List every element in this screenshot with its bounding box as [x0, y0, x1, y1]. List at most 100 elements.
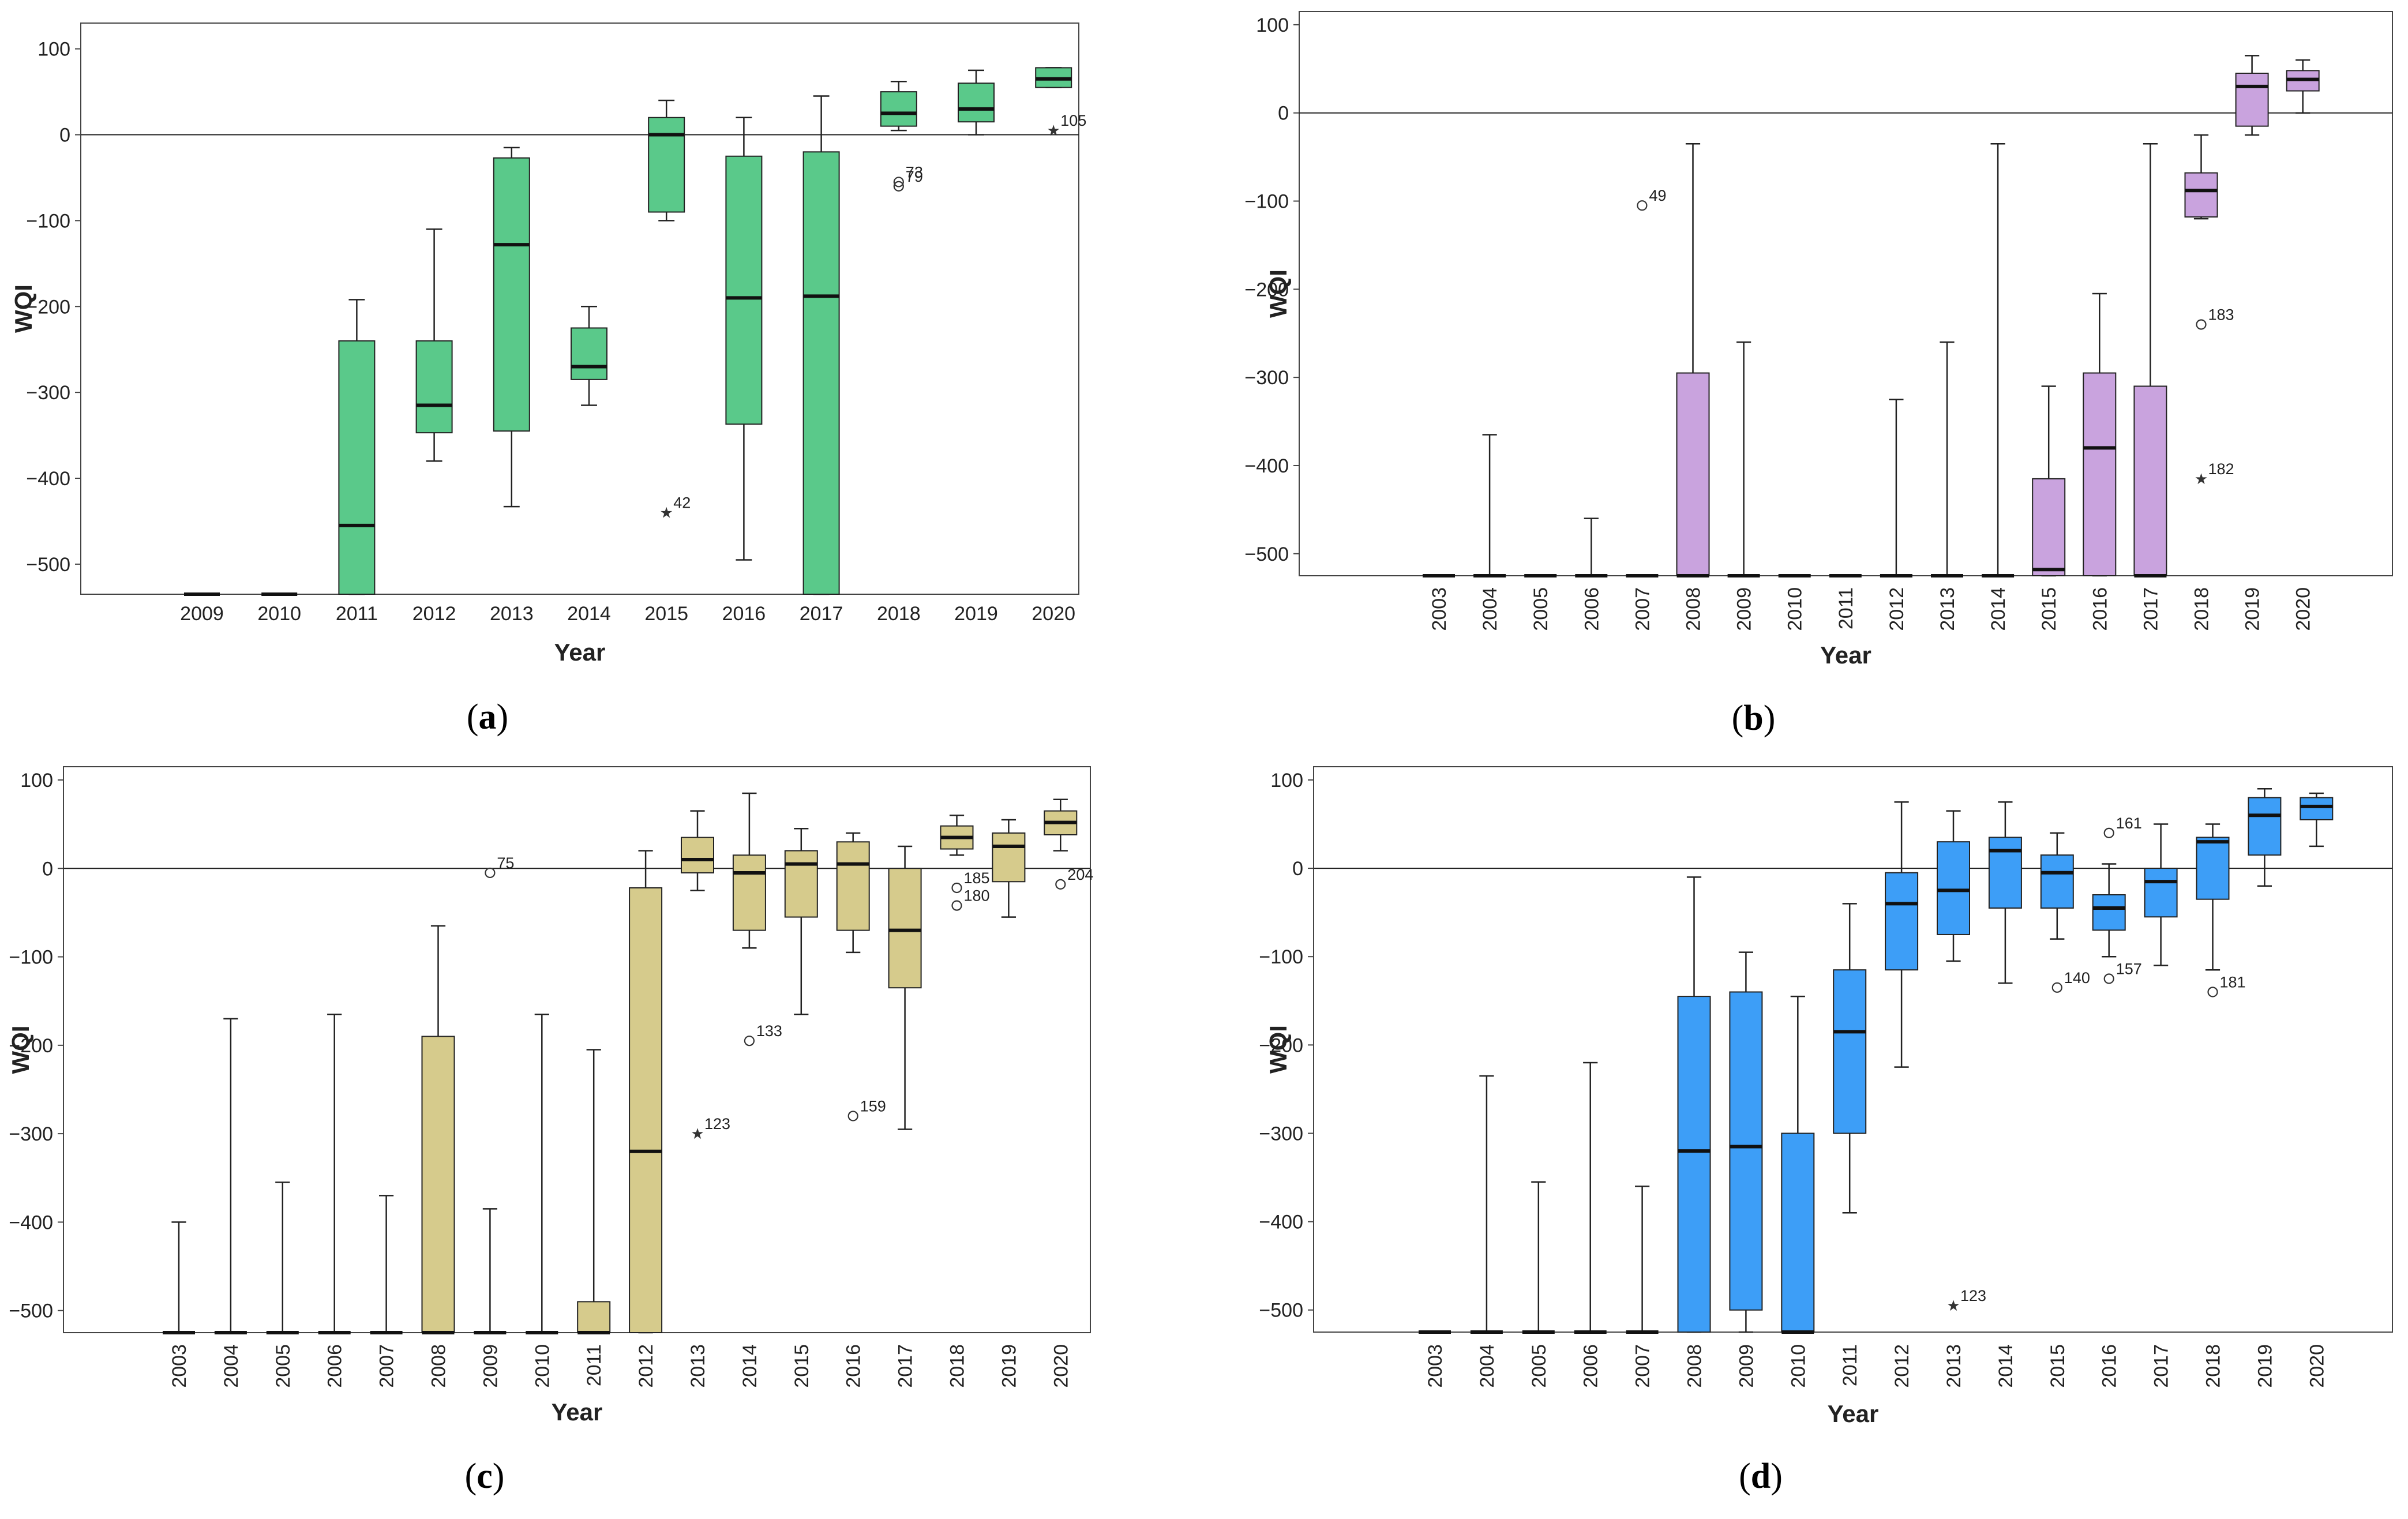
- outlier-73: 73: [893, 163, 923, 187]
- y-tick-label: 100: [20, 770, 53, 792]
- x-tick-label: 2009: [479, 1344, 501, 1388]
- iqr-box: [1676, 372, 1710, 576]
- y-tick-label: −500: [1244, 543, 1289, 565]
- box-2006: [318, 1013, 351, 1334]
- outlier-185: 185: [951, 869, 990, 894]
- iqr-box: [888, 868, 922, 989]
- y-tick-label: −400: [9, 1212, 53, 1233]
- y-tick-label: 100: [37, 39, 70, 61]
- plot-frame: [63, 766, 1091, 1333]
- box-2019: [992, 819, 1026, 918]
- iqr-box: [1677, 996, 1711, 1333]
- x-tick-label: 2020: [2293, 587, 2315, 631]
- panel-label: (d): [1739, 1457, 1783, 1496]
- y-tick-label: 0: [1292, 858, 1303, 880]
- outlier-75: 75: [485, 854, 514, 879]
- box-2013: [493, 147, 530, 508]
- iqr-box: [415, 340, 453, 434]
- x-tick-label: 2016: [2089, 587, 2111, 631]
- x-tick-label: 2019: [2254, 1344, 2276, 1388]
- outlier-circle: [2051, 982, 2062, 993]
- box-2011: [338, 299, 376, 595]
- y-tick-label: −500: [1259, 1300, 1303, 1322]
- x-tick-label: 2017: [800, 603, 843, 625]
- outlier-49: 49: [1637, 187, 1666, 211]
- box-2005: [1522, 1181, 1555, 1334]
- outlier-circle: [1637, 200, 1648, 211]
- x-tick-label: 2019: [954, 603, 998, 625]
- outlier-circle: [2196, 319, 2207, 330]
- outlier-circle: [744, 1036, 755, 1047]
- iqr-box: [836, 841, 870, 931]
- box-2018: [880, 80, 917, 132]
- box-2016: [2083, 292, 2117, 577]
- outlier-123: ★123: [1946, 1287, 1986, 1315]
- box-2018: [2184, 134, 2218, 220]
- x-tick-label: 2020: [2306, 1344, 2328, 1388]
- outlier-label: 73: [906, 163, 923, 181]
- iqr-box: [2196, 837, 2230, 900]
- x-axis-title: Year: [552, 1398, 603, 1426]
- outlier-label: 123: [1960, 1287, 1986, 1304]
- box-plot-d: 100 0 −100 −200 −300 −400 −500 ★123 140 161 157 181…: [1259, 766, 2393, 1496]
- y-tick-label: −300: [1259, 1123, 1303, 1145]
- iqr-box: [1885, 872, 1919, 971]
- box-2020: [2300, 792, 2334, 847]
- chart-panel-b: 100 0 −100 −200 −300 −400 −500 49 183 ★ 182 2003 200…: [1204, 0, 2408, 760]
- iqr-box: [629, 887, 663, 1334]
- box-2012: [1880, 399, 1912, 577]
- x-tick-label: 2017: [895, 1344, 917, 1388]
- iqr-box: [958, 82, 995, 123]
- outlier-label: 49: [1649, 187, 1666, 204]
- outlier-star: ★: [660, 505, 673, 522]
- iqr-box: [421, 1036, 455, 1333]
- outlier-label: 42: [673, 494, 691, 512]
- x-tick-label: 2014: [1995, 1344, 2017, 1388]
- x-tick-label: 2003: [168, 1344, 190, 1388]
- x-tick-label: 2013: [687, 1344, 709, 1388]
- outlier-star: ★: [1047, 122, 1060, 140]
- outlier-circle: [951, 900, 962, 911]
- outlier-label: 105: [1060, 112, 1086, 129]
- box-2014: [732, 792, 766, 949]
- x-tick-label: 2014: [1987, 587, 2009, 631]
- outlier-161: 161: [2103, 815, 2142, 838]
- iqr-box: [2092, 894, 2126, 931]
- box-2004: [1470, 1075, 1503, 1334]
- iqr-box: [732, 854, 766, 931]
- iqr-box: [2300, 797, 2334, 820]
- y-tick-label: −400: [1244, 455, 1289, 477]
- y-tick-label: −100: [9, 947, 53, 969]
- box-2017: [2144, 823, 2178, 966]
- iqr-box: [2235, 72, 2269, 127]
- iqr-box: [2083, 372, 2117, 576]
- y-tick-label: −500: [26, 554, 70, 576]
- box-2009: [1729, 951, 1763, 1333]
- outlier-79: 79: [893, 168, 923, 192]
- outlier-circle: [1055, 879, 1066, 890]
- box-2005: [266, 1182, 299, 1334]
- x-tick-label: 2005: [272, 1344, 294, 1388]
- x-tick-label: 2012: [412, 603, 456, 625]
- box-2020: [2286, 59, 2320, 114]
- box-2008: [421, 925, 455, 1334]
- iqr-box: [493, 157, 530, 432]
- outlier-label: 159: [860, 1097, 886, 1115]
- box-2008: [1676, 142, 1710, 577]
- x-axis-title: Year: [1828, 1400, 1879, 1427]
- y-tick-label: −300: [9, 1123, 53, 1145]
- x-tick-label: 2019: [998, 1344, 1020, 1388]
- y-tick-label: 100: [1270, 770, 1303, 792]
- outlier-label: 123: [704, 1115, 730, 1132]
- box-2009: [474, 1208, 507, 1334]
- iqr-box: [648, 117, 685, 213]
- outlier-label: 140: [2064, 969, 2090, 987]
- x-tick-label: 2015: [2038, 587, 2060, 631]
- outlier-label: 181: [2220, 973, 2246, 991]
- box-2013: [1931, 341, 1963, 577]
- iqr-box: [880, 91, 917, 127]
- panel-label: (a): [467, 697, 508, 737]
- box-2010: [526, 1013, 558, 1334]
- outlier-181: 181: [2207, 973, 2246, 997]
- outlier-105: ★105: [1047, 112, 1087, 140]
